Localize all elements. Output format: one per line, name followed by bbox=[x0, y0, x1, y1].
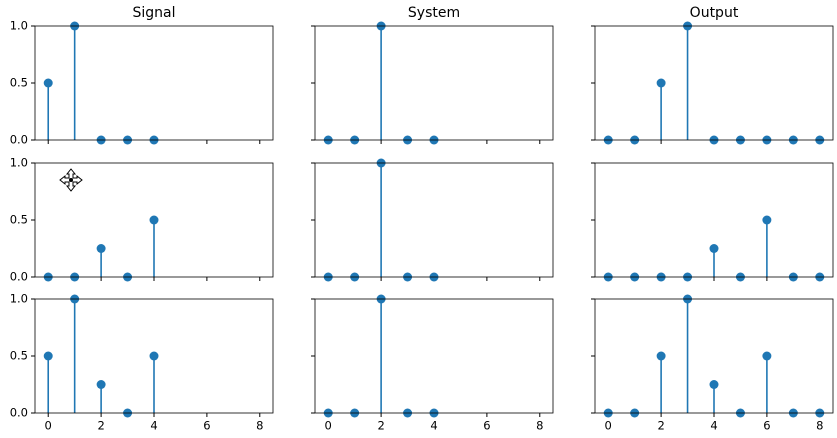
x-tick-label: 0 bbox=[325, 419, 332, 433]
x-tick-label: 4 bbox=[150, 419, 157, 433]
x-tick-label: 0 bbox=[605, 419, 612, 433]
y-tick-label: 1.0 bbox=[10, 292, 28, 306]
x-tick-label: 6 bbox=[483, 419, 490, 433]
stem-marker bbox=[43, 78, 53, 88]
axes-frame bbox=[314, 25, 554, 141]
stem-marker bbox=[656, 351, 666, 361]
chart-title: Signal bbox=[132, 5, 175, 21]
y-tick-label: 0.0 bbox=[10, 406, 28, 420]
axes-frame bbox=[34, 25, 274, 141]
x-tick-label: 2 bbox=[97, 419, 104, 433]
axes-frame bbox=[34, 298, 274, 414]
x-tick-label: 0 bbox=[45, 419, 52, 433]
chart-title: System bbox=[408, 5, 460, 21]
move-cursor bbox=[59, 168, 83, 192]
x-tick-label: 8 bbox=[536, 419, 543, 433]
axes-frame bbox=[594, 162, 834, 278]
y-tick-label: 1.0 bbox=[10, 19, 28, 33]
y-tick-label: 0.0 bbox=[10, 133, 28, 147]
chart-title: Output bbox=[690, 5, 739, 21]
y-tick-label: 0.5 bbox=[10, 213, 28, 227]
stem-marker bbox=[43, 351, 53, 361]
stem-marker bbox=[709, 380, 719, 389]
x-tick-label: 8 bbox=[816, 419, 823, 433]
axes-frame bbox=[594, 298, 834, 414]
stem-marker bbox=[149, 215, 159, 225]
axes-frame bbox=[314, 162, 554, 278]
stem-marker bbox=[149, 351, 159, 361]
axes-frame bbox=[594, 25, 834, 141]
stem-marker bbox=[709, 244, 719, 253]
y-tick-label: 0.5 bbox=[10, 349, 28, 363]
stem-marker bbox=[762, 351, 772, 361]
x-tick-label: 4 bbox=[710, 419, 717, 433]
y-tick-label: 0.0 bbox=[10, 270, 28, 284]
x-tick-label: 2 bbox=[377, 419, 384, 433]
stem-marker bbox=[656, 78, 666, 88]
x-tick-label: 8 bbox=[256, 419, 263, 433]
axes-frame bbox=[34, 162, 274, 278]
stem-marker bbox=[762, 215, 772, 225]
x-tick-label: 6 bbox=[203, 419, 210, 433]
axes-frame bbox=[314, 298, 554, 414]
x-tick-label: 2 bbox=[657, 419, 664, 433]
y-tick-label: 0.5 bbox=[10, 76, 28, 90]
x-tick-label: 6 bbox=[763, 419, 770, 433]
stem-marker bbox=[96, 380, 106, 389]
y-tick-label: 1.0 bbox=[10, 156, 28, 170]
x-tick-label: 4 bbox=[430, 419, 437, 433]
stem-marker bbox=[96, 244, 106, 253]
